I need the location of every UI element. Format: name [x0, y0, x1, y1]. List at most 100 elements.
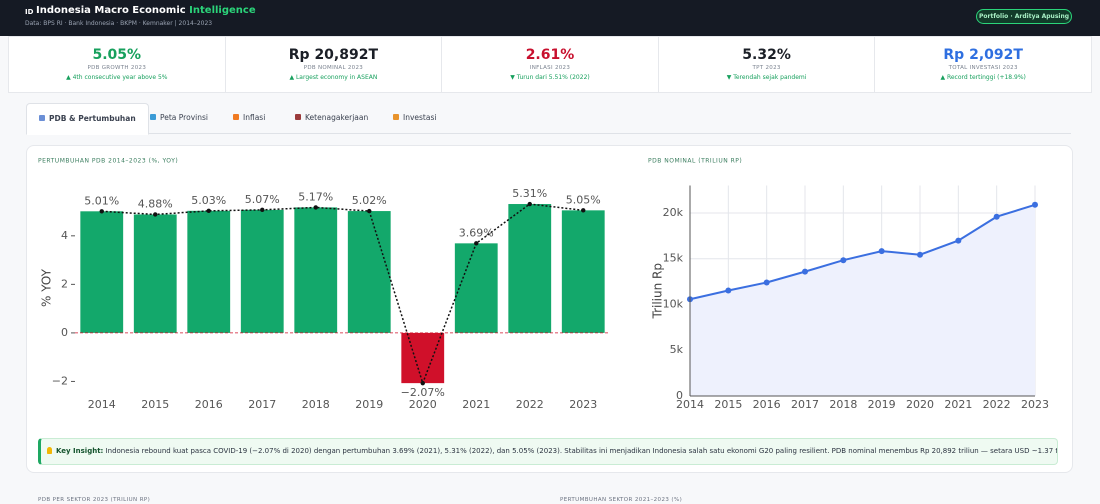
value-label: 5.17%: [298, 190, 333, 203]
trend-point: [313, 205, 318, 210]
app-title: Indonesia Macro Economic Intelligence: [36, 5, 256, 16]
x-tick-label: 2018: [829, 398, 857, 411]
x-tick-label: 2017: [248, 398, 276, 411]
chart-title: PDB NOMINAL (TRILIUN RP): [648, 158, 742, 165]
x-tick-label: 2015: [714, 398, 742, 411]
kpi-label: TOTAL INVESTASI 2023: [948, 65, 1018, 71]
y-tick-label: 15k: [663, 252, 684, 265]
value-label: 3.69%: [459, 226, 494, 239]
y-tick-label: 0: [676, 389, 683, 402]
point: [955, 237, 962, 244]
kpi-card: 2.61% INFLASI 2023 ▼ Turun dari 5.51% (202…: [442, 37, 659, 92]
x-tick-label: 2022: [983, 398, 1011, 411]
tab-icon: [150, 114, 156, 120]
kpi-note: ▲ Record tertinggi (+18.9%): [940, 74, 1026, 81]
bulb-icon: [47, 447, 52, 454]
trend-point: [581, 208, 586, 213]
kpi-value: Rp 2,092T: [943, 47, 1023, 63]
kpi-note: ▼ Terendah sejak pandemi: [726, 74, 807, 81]
y-tick-label: −2: [52, 374, 68, 387]
trend-line: [101, 203, 584, 386]
tab-label: Investasi: [403, 113, 437, 122]
subtitle: Data: BPS RI · Bank Indonesia · BKPM · K…: [25, 20, 213, 27]
bar: [294, 207, 338, 333]
point: [878, 248, 885, 255]
y-axis-title: % YOY: [40, 268, 54, 307]
y-tick-label: 4: [61, 229, 68, 242]
tab-bar: PDB & Pertumbuhan Peta Provinsi Inflasi Ket…: [26, 103, 1071, 135]
x-tick-label: 2020: [906, 398, 934, 411]
value-label: 5.01%: [84, 194, 119, 207]
x-tick-label: 2021: [944, 398, 972, 411]
kpi-strip: 5.05% PDB GROWTH 2023 ▲ 4th consecutive ye…: [8, 36, 1092, 93]
point: [763, 279, 770, 286]
kpi-card: Rp 20,892T PDB NOMINAL 2023 ▲ Largest econ…: [226, 37, 443, 92]
bar: [347, 211, 391, 333]
value-label: 5.05%: [566, 193, 601, 206]
x-tick-label: 2023: [1021, 398, 1049, 411]
value-label: 4.88%: [138, 197, 173, 210]
bar: [561, 210, 605, 333]
bar: [240, 209, 284, 333]
x-tick-label: 2015: [141, 398, 169, 411]
y-tick-label: 20k: [663, 206, 684, 219]
bar: [401, 332, 445, 384]
area: [690, 204, 1035, 396]
x-tick-label: 2023: [569, 398, 597, 411]
tab-icon: [233, 114, 239, 120]
x-tick-label: 2021: [462, 398, 490, 411]
insight-label: Key Insight:: [56, 447, 104, 455]
tab[interactable]: Ketenagakerjaan: [283, 103, 380, 133]
point: [1032, 201, 1038, 208]
value-label: 5.03%: [191, 194, 226, 207]
tab-label: Peta Provinsi: [160, 113, 208, 122]
y-tick-label: 0: [61, 326, 68, 339]
tab[interactable]: Inflasi: [221, 103, 277, 133]
y-axis-title: Triliun Rp: [651, 263, 665, 319]
tab-label: PDB & Pertumbuhan: [49, 114, 136, 123]
point: [725, 287, 732, 294]
x-tick-label: 2014: [676, 398, 704, 411]
point: [993, 213, 1000, 220]
portfolio-button[interactable]: Portfolio · Arditya Apusing: [976, 9, 1072, 24]
tab-icon: [295, 114, 301, 120]
tab[interactable]: Investasi: [381, 103, 448, 133]
x-tick-label: 2017: [791, 398, 819, 411]
x-tick-label: 2018: [302, 398, 330, 411]
point: [802, 268, 808, 275]
kpi-value: Rp 20,892T: [288, 47, 379, 63]
y-tick-label: 2: [61, 277, 68, 290]
kpi-note: ▲ 4th consecutive year above 5%: [66, 74, 168, 81]
kpi-label: TPT 2023: [752, 65, 781, 71]
kpi-card: Rp 2,092T TOTAL INVESTASI 2023 ▲ Record te…: [875, 37, 1091, 92]
charts: PERTUMBUHAN PDB 2014–2023 (%, YOY) % YOY −…: [38, 158, 1049, 412]
bar: [508, 204, 552, 333]
kpi-note: ▼ Turun dari 5.51% (2022): [510, 74, 590, 81]
title-main: Indonesia Macro Economic: [36, 5, 186, 16]
section-title: PDB PER SEKTOR 2023 (TRILIUN RP): [38, 497, 151, 503]
x-tick-label: 2019: [355, 398, 383, 411]
tab[interactable]: PDB & Pertumbuhan: [26, 103, 149, 135]
insight-text: Indonesia rebound kuat pasca COVID-19 (−…: [105, 447, 1058, 455]
tab[interactable]: Peta Provinsi: [138, 103, 220, 133]
bar: [133, 214, 177, 333]
trend-point: [260, 207, 265, 213]
y-tick-label: 10k: [663, 297, 684, 310]
insight-box: Key Insight: Indonesia rebound kuat pasc…: [38, 438, 1058, 465]
tab-icon: [39, 115, 45, 121]
x-tick-label: 2014: [88, 398, 116, 411]
value-label: −2.07%: [401, 386, 445, 399]
x-tick-label: 2020: [409, 398, 437, 411]
point: [917, 251, 923, 258]
bar: [80, 211, 124, 333]
tab-label: Ketenagakerjaan: [305, 113, 369, 122]
title-accent: Intelligence: [189, 5, 256, 16]
logo: ID: [25, 8, 34, 16]
tab-label: Inflasi: [243, 113, 266, 122]
kpi-value: 2.61%: [525, 47, 575, 63]
trend-point: [153, 212, 158, 217]
kpi-label: PDB GROWTH 2023: [87, 65, 147, 71]
x-tick-label: 2019: [868, 398, 896, 411]
value-label: 5.31%: [512, 187, 547, 200]
